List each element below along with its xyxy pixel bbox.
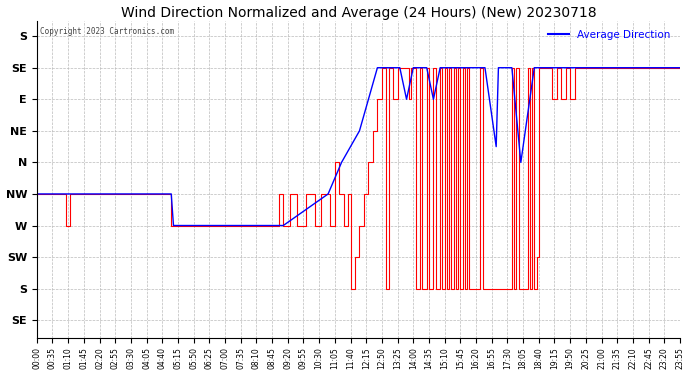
Title: Wind Direction Normalized and Average (24 Hours) (New) 20230718: Wind Direction Normalized and Average (2… (121, 6, 596, 20)
Text: Copyright 2023 Cartronics.com: Copyright 2023 Cartronics.com (40, 27, 174, 36)
Legend: Average Direction: Average Direction (544, 26, 675, 44)
